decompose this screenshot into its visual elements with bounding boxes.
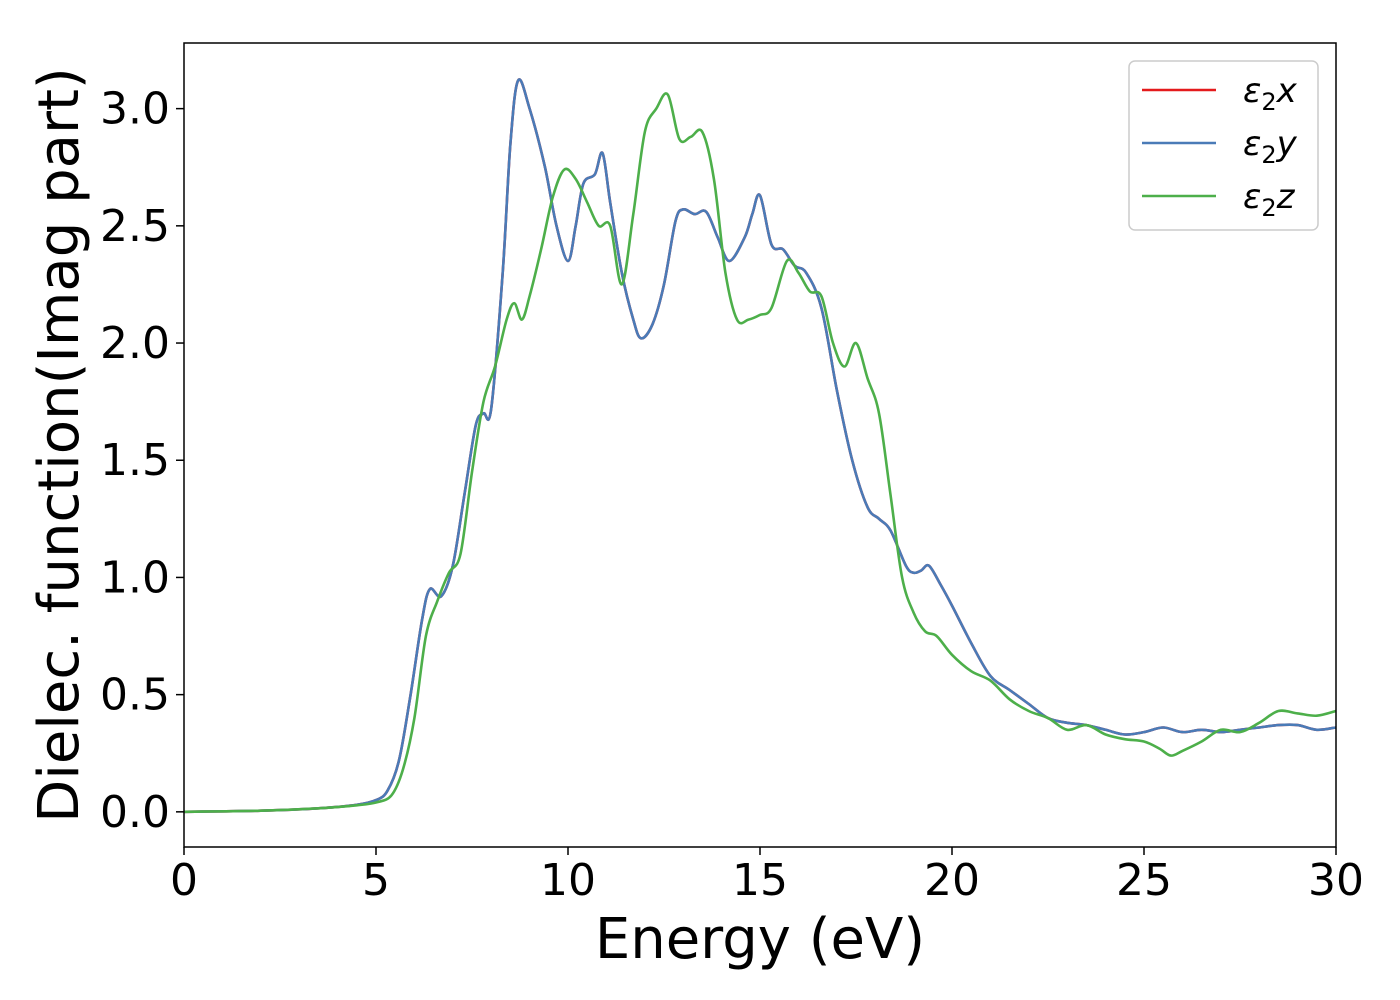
legend: ε2x ε2y ε2z <box>1128 60 1319 231</box>
x-tick-label: 25 <box>1116 855 1172 906</box>
legend-label-z: ε2z <box>1243 177 1296 222</box>
x-tick-label: 0 <box>170 855 198 906</box>
x-axis-title: Energy (eV) <box>595 907 925 972</box>
y-tick-label: 0.0 <box>100 787 170 838</box>
x-tick-label: 30 <box>1308 855 1364 906</box>
legend-label-y: ε2y <box>1243 124 1298 169</box>
legend-label-x: ε2x <box>1243 71 1298 116</box>
y-tick-label: 0.5 <box>100 670 170 721</box>
x-axis: 0 5 10 15 20 25 30 <box>170 847 1364 906</box>
x-tick-label: 10 <box>540 855 596 906</box>
y-axis-title: Dielec. function(Imag part) <box>27 67 92 823</box>
x-tick-label: 5 <box>362 855 390 906</box>
y-tick-label: 2.5 <box>100 201 170 252</box>
y-axis: 0.0 0.5 1.0 1.5 2.0 2.5 3.0 <box>100 84 184 838</box>
x-tick-label: 15 <box>732 855 788 906</box>
series-layer <box>183 78 1337 814</box>
x-tick-label: 20 <box>924 855 980 906</box>
series-line-z <box>183 92 1337 814</box>
y-tick-label: 3.0 <box>100 84 170 135</box>
legend-box <box>1128 60 1319 231</box>
y-tick-label: 1.0 <box>100 552 170 603</box>
y-tick-label: 2.0 <box>100 318 170 369</box>
y-tick-label: 1.5 <box>100 435 170 486</box>
